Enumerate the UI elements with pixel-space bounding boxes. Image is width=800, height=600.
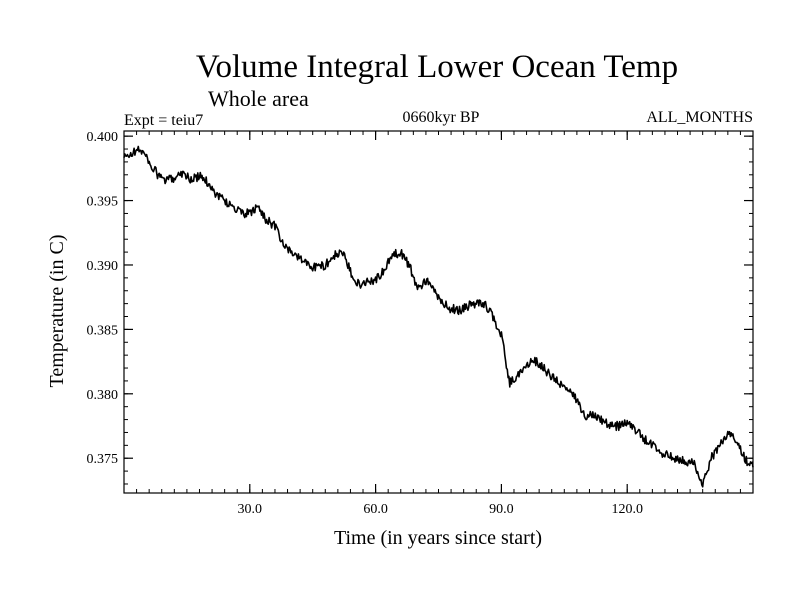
- y-tick-label: 0.380: [87, 388, 119, 403]
- period-annotation: 0660kyr BP: [403, 109, 480, 126]
- experiment-annotation: Expt = teiu7: [124, 112, 203, 129]
- x-tick-label: 60.0: [363, 502, 388, 517]
- y-tick-label: 0.395: [87, 195, 119, 210]
- temperature-series-line: [123, 145, 754, 488]
- x-tick-label: 90.0: [489, 502, 514, 517]
- months-annotation: ALL_MONTHS: [646, 109, 753, 126]
- chart-subtitle: Whole area: [208, 86, 309, 111]
- chart-title: Volume Integral Lower Ocean Temp: [196, 49, 678, 85]
- y-axis-label: Temperature (in C): [46, 235, 68, 388]
- x-tick-label: 30.0: [238, 502, 263, 517]
- plot-area: 30.0 60.0 90.0 120.0 0.375 0.380 0.385 0.390 0.3…: [87, 130, 754, 517]
- y-tick-label: 0.390: [87, 259, 119, 274]
- x-axis-label: Time (in years since start): [334, 527, 542, 549]
- y-tick-label: 0.400: [87, 130, 119, 145]
- plot-frame: [123, 130, 754, 494]
- x-tick-label: 120.0: [611, 502, 643, 517]
- y-tick-label: 0.375: [87, 452, 119, 467]
- y-tick-label: 0.385: [87, 323, 119, 338]
